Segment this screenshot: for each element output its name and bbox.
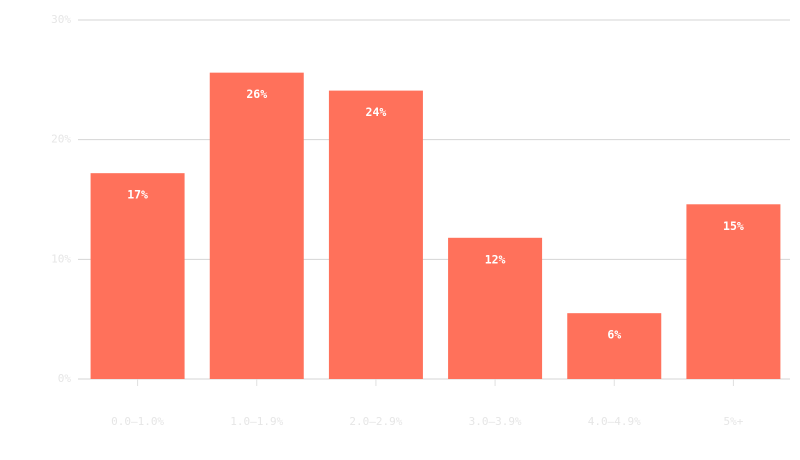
x-tick-label: 3.0–3.9% [469,415,522,428]
value-label: 26% [246,87,267,101]
y-tick-label: 0% [58,372,72,385]
value-label: 6% [607,328,621,342]
bar [567,313,662,379]
x-tick-label: 2.0–2.9% [349,415,402,428]
x-tick-label: 1.0–1.9% [230,415,283,428]
x-tick-label: 0.0–1.0% [111,415,164,428]
bar [686,204,781,379]
value-label: 17% [127,188,148,202]
value-label: 15% [723,219,744,233]
bar [328,90,423,379]
y-tick-label: 30% [51,13,71,26]
bar [209,72,304,380]
value-label: 24% [366,105,387,119]
x-tick-label: 5%+ [723,415,743,428]
bar [90,173,185,379]
y-tick-label: 20% [51,133,71,146]
value-label: 12% [485,252,506,266]
x-tick-label: 4.0–4.9% [588,415,641,428]
y-tick-label: 10% [51,252,71,265]
bar [448,237,543,379]
